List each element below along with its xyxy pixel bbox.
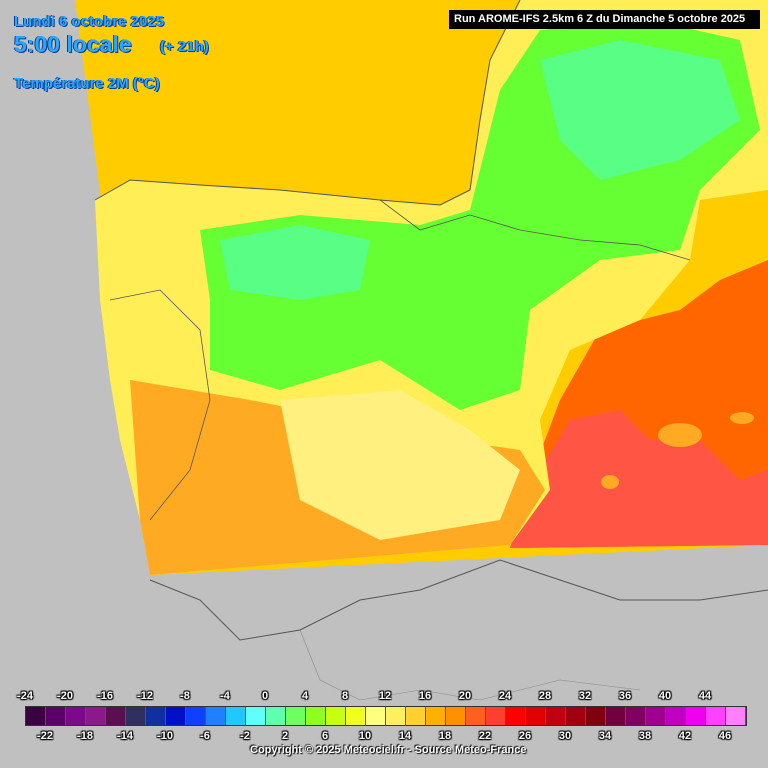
legend-tick-top: 32: [578, 690, 592, 702]
legend-swatch: [486, 707, 506, 725]
legend-tick-bottom: 14: [398, 730, 412, 742]
border-line: [379, 199, 691, 261]
land-cold: [220, 225, 370, 300]
mallorca-island: [658, 423, 702, 447]
legend-tick-bottom: -22: [37, 730, 53, 742]
legend-tick-bottom: 18: [438, 730, 452, 742]
legend-swatch: [266, 707, 286, 725]
legend-tick-top: 0: [261, 690, 269, 702]
legend-swatch: [126, 707, 146, 725]
legend-swatch: [386, 707, 406, 725]
legend-swatch: [666, 707, 686, 725]
run-info-banner: Run AROME-IFS 2.5km 6 Z du Dimanche 5 oc…: [449, 10, 760, 29]
legend-tick-top: 24: [498, 690, 512, 702]
legend-swatch: [506, 707, 526, 725]
legend-tick-top: -12: [137, 690, 153, 702]
legend-swatch: [26, 707, 46, 725]
parameter-label: Température 2M (°C): [14, 75, 160, 92]
legend-swatch: [646, 707, 666, 725]
legend-tick-top: -8: [180, 690, 190, 702]
legend-tick-bottom: -14: [117, 730, 133, 742]
legend-swatch: [66, 707, 86, 725]
legend-swatch: [566, 707, 586, 725]
legend-swatch: [706, 707, 726, 725]
portugal-border: [109, 289, 211, 521]
legend-swatch: [166, 707, 186, 725]
legend-swatch: [306, 707, 326, 725]
legend-tick-bottom: 6: [321, 730, 329, 742]
land-cold-north: [540, 40, 740, 180]
legend-tick-bottom: 34: [598, 730, 612, 742]
legend-tick-bottom: 2: [281, 730, 289, 742]
legend-swatch: [326, 707, 346, 725]
legend-tick-bottom: -6: [200, 730, 210, 742]
legend-swatch: [446, 707, 466, 725]
legend-tick-top: 16: [418, 690, 432, 702]
legend-tick-bottom: -2: [240, 730, 250, 742]
legend-tick-top: 44: [698, 690, 712, 702]
legend-tick-bottom: 38: [638, 730, 652, 742]
legend-tick-bottom: 10: [358, 730, 372, 742]
legend-tick-top: 36: [618, 690, 632, 702]
coastline: [94, 0, 521, 206]
forecast-offset: (+ 21h): [160, 38, 209, 55]
forecast-time: 5:00 locale: [14, 31, 132, 57]
legend-tick-bottom: 30: [558, 730, 572, 742]
legend-swatch: [226, 707, 246, 725]
legend-swatch: [586, 707, 606, 725]
legend-swatch: [186, 707, 206, 725]
legend-tick-bottom: -10: [157, 730, 173, 742]
legend-swatch: [346, 707, 366, 725]
legend-swatch: [626, 707, 646, 725]
forecast-date: Lundi 6 octobre 2025: [14, 13, 165, 30]
legend-swatch: [206, 707, 226, 725]
land-mild-south: [280, 390, 520, 540]
legend-swatch: [106, 707, 126, 725]
legend-tick-bottom: 42: [678, 730, 692, 742]
legend-tick-bottom: 46: [718, 730, 732, 742]
legend-swatch: [426, 707, 446, 725]
legend-tick-top: -24: [17, 690, 33, 702]
legend-swatch: [86, 707, 106, 725]
legend-tick-top: 12: [378, 690, 392, 702]
legend-swatch: [726, 707, 746, 725]
africa-coast: [149, 559, 768, 641]
menorca-island: [730, 412, 754, 424]
legend-tick-bottom: -18: [77, 730, 93, 742]
mediterranean-core: [510, 410, 768, 548]
legend-tick-top: 40: [658, 690, 672, 702]
legend-swatch: [286, 707, 306, 725]
legend-swatch: [366, 707, 386, 725]
legend-tick-top: -4: [220, 690, 230, 702]
legend-swatch: [466, 707, 486, 725]
legend-swatch: [686, 707, 706, 725]
copyright-text: Copyright © 2025 Meteociel.fr - Source M…: [250, 744, 527, 756]
legend-tick-top: -16: [97, 690, 113, 702]
legend-swatch: [606, 707, 626, 725]
legend-swatch: [526, 707, 546, 725]
legend-tick-bottom: 26: [518, 730, 532, 742]
legend-swatch: [246, 707, 266, 725]
legend-tick-top: 4: [301, 690, 309, 702]
legend-tick-top: 20: [458, 690, 472, 702]
legend-swatch: [146, 707, 166, 725]
legend-swatch: [46, 707, 66, 725]
legend-tick-top: -20: [57, 690, 73, 702]
legend-swatch: [546, 707, 566, 725]
legend-tick-bottom: 22: [478, 730, 492, 742]
color-legend-bar: [25, 706, 747, 726]
south-lines: [299, 629, 641, 701]
ibiza-island: [601, 475, 619, 489]
legend-tick-top: 28: [538, 690, 552, 702]
legend-swatch: [406, 707, 426, 725]
legend-tick-top: 8: [341, 690, 349, 702]
